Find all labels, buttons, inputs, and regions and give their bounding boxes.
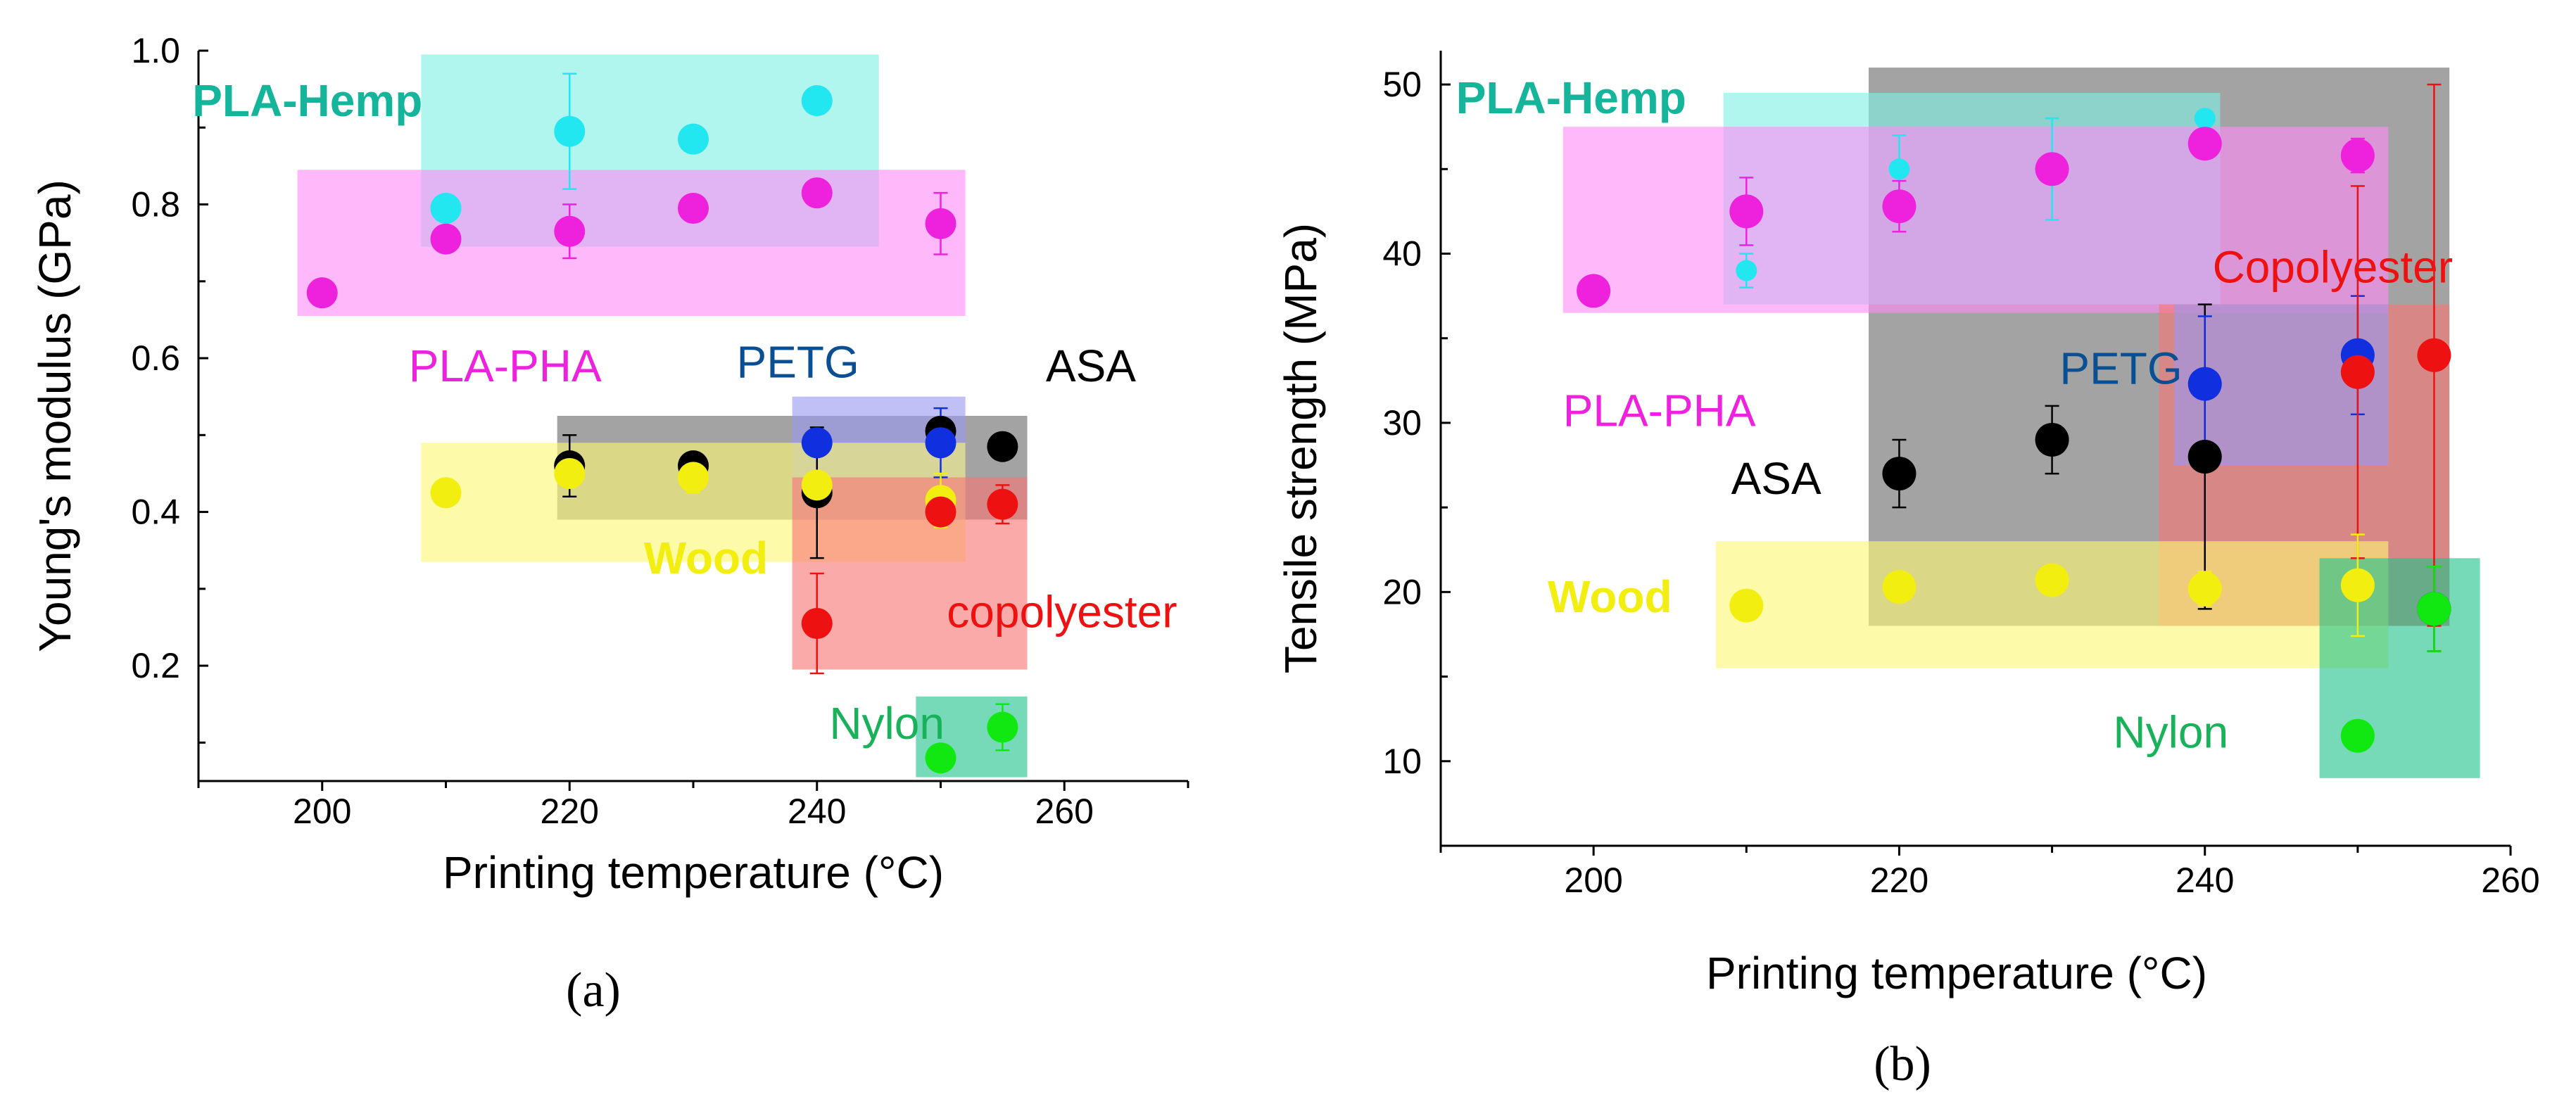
panel-a-y-ticks: 0.2 0.4 0.6 0.8 1.0 <box>131 31 208 744</box>
panel-a-x-tick-label: 200 <box>293 792 351 831</box>
panel-a-label-pla-pha: PLA-PHA <box>409 341 602 391</box>
panel-b-y-tick-label: 40 <box>1382 234 1422 274</box>
panel-a-point-wood-1 <box>554 457 586 489</box>
panel-b-x-axis-label: Printing temperature (°C) <box>1706 948 2207 998</box>
panel-b-point-copolyester-0 <box>2340 355 2375 389</box>
panel-b-point-petg-0 <box>2187 367 2222 401</box>
panel-a-label-copolyester: copolyester <box>947 586 1177 637</box>
panel-a-point-petg-1 <box>925 427 956 459</box>
panel-b-point-wood-4 <box>2340 568 2375 602</box>
panel-b-points <box>1577 108 2451 753</box>
panel-b-point-wood-1 <box>1882 570 1917 604</box>
panel-b-label-nylon: Nylon <box>2113 707 2228 758</box>
panel-a-label-wood: Wood <box>644 533 769 583</box>
panel-a-y-tick-label: 0.8 <box>131 185 180 224</box>
panel-b-regions <box>1562 68 2480 778</box>
panel-b-point-asa-1 <box>2035 422 2069 457</box>
panel-a-point-nylon-1 <box>987 711 1018 743</box>
panel-b-point-wood-2 <box>2035 563 2069 597</box>
panel-b-point-pla-hemp-0 <box>1736 260 1757 281</box>
panel-a-x-axis-label: Printing temperature (°C) <box>443 847 944 898</box>
panel-a-x-tick-label: 260 <box>1035 792 1094 831</box>
panel-b-point-asa-2 <box>2187 440 2222 474</box>
panel-b-point-wood-0 <box>1729 588 1764 623</box>
panel-a-point-pla-hemp-2 <box>678 123 709 155</box>
panel-b-label-petg: PETG <box>2059 343 2182 394</box>
panel-a-point-pla-pha-1 <box>430 223 462 255</box>
panel-a-point-pla-pha-0 <box>306 277 338 309</box>
panel-a-point-pla-pha-5 <box>925 208 956 239</box>
panel-a-regions <box>297 54 1028 778</box>
panel-a-point-copolyester-2 <box>987 488 1018 520</box>
panel-b-label-copolyester: Copolyester <box>2213 241 2454 292</box>
panel-b-x-ticks: 200 220 240 260 <box>1439 846 2540 900</box>
panel-a-point-wood-0 <box>430 477 462 509</box>
panel-a-label-pla-hemp: PLA-Hemp <box>192 75 422 126</box>
panel-a-label-nylon: Nylon <box>829 698 945 749</box>
panel-a-point-asa-4 <box>987 431 1018 462</box>
panel-b-x-tick-label: 200 <box>1564 861 1622 900</box>
panel-b-point-pla-hemp-1 <box>1888 158 1910 180</box>
panel-b-region-pla-pha <box>1562 127 2389 313</box>
panel-a-y-tick-label: 0.4 <box>131 493 180 532</box>
panel-a-x-tick-label: 240 <box>788 792 846 831</box>
chart-panel-a: 200 220 240 260 0.20.40.60.81.0 PLA-HempPLA… <box>30 31 1189 1017</box>
panel-a-point-pla-hemp-0 <box>430 192 462 224</box>
panel-a-y-tick-label: 0.2 <box>131 646 180 685</box>
panel-a-label-asa: ASA <box>1046 341 1136 391</box>
panel-b-y-tick-label: 10 <box>1382 742 1422 781</box>
panel-b-y-tick-label: 30 <box>1382 403 1422 443</box>
panel-a-point-pla-hemp-1 <box>554 115 586 147</box>
panel-b-region-wood <box>1715 541 2389 668</box>
panel-b-point-wood-3 <box>2187 571 2222 606</box>
panel-b-point-asa-0 <box>1882 457 1917 491</box>
panel-a-point-wood-2 <box>678 462 709 493</box>
panel-b-point-pla-pha-1 <box>1729 194 1764 229</box>
panel-a-label: (a) <box>566 963 621 1017</box>
panel-a-point-petg-0 <box>801 427 833 459</box>
panel-b-point-pla-pha-5 <box>2340 139 2375 173</box>
panel-b-x-tick-label: 260 <box>2481 861 2539 900</box>
panel-b-x-tick-label: 220 <box>1870 861 1928 900</box>
panel-a-point-pla-pha-4 <box>801 177 833 209</box>
panel-b-point-pla-pha-3 <box>2035 152 2069 186</box>
panel-b-label-pla-hemp: PLA-Hemp <box>1456 72 1686 123</box>
panel-a-y-tick-label: 0.6 <box>131 338 180 378</box>
panel-b-y-tick-label: 50 <box>1382 65 1422 104</box>
panel-a-point-pla-hemp-3 <box>801 85 833 117</box>
panel-a-points <box>306 85 1018 774</box>
panel-b-point-copolyester-1 <box>2417 338 2451 372</box>
panel-b-point-pla-pha-0 <box>1577 274 1611 308</box>
panel-a-point-pla-pha-2 <box>554 215 586 247</box>
panel-a-point-copolyester-0 <box>801 608 833 640</box>
panel-b-label-asa: ASA <box>1731 453 1821 504</box>
panel-a-y-tick-label: 1.0 <box>131 31 180 70</box>
panel-a-point-wood-3 <box>801 469 833 501</box>
panel-b-point-pla-pha-2 <box>1882 189 1917 224</box>
panel-b-label-wood: Wood <box>1548 571 1672 622</box>
panel-a-group-labels: PLA-Hemp PLA-PHA PETG ASA Wood copolyester Nyl… <box>192 75 1177 749</box>
chart-panel-b: 200 220 240 260 10 20 30 40 50 PLA-Hemp Copolyes… <box>1275 51 2540 1091</box>
panel-b-point-nylon-1 <box>2417 592 2451 626</box>
panel-b-y-tick-label: 20 <box>1382 572 1422 611</box>
panel-a-point-copolyester-1 <box>925 496 956 528</box>
panel-b-point-pla-hemp-3 <box>2194 108 2216 129</box>
panel-a-region-pla-pha <box>297 170 966 316</box>
panel-b-x-tick-label: 240 <box>2176 861 2234 900</box>
panel-a-point-pla-pha-3 <box>678 192 709 224</box>
panel-b-point-pla-pha-4 <box>2187 127 2222 161</box>
panel-b-label-pla-pha: PLA-PHA <box>1563 386 1756 436</box>
panel-b-point-nylon-0 <box>2340 718 2375 753</box>
panel-a-y-axis-label: Young's modulus (GPa) <box>30 179 80 652</box>
panel-a-label-petg: PETG <box>737 336 859 387</box>
panel-b-group-labels: PLA-Hemp Copolyester PETG PLA-PHA ASA Wood Nyl… <box>1456 72 2453 758</box>
panel-b-y-axis-label: Tensile strength (MPa) <box>1275 223 1326 673</box>
panel-b-y-ticks: 10 20 30 40 50 <box>1382 65 1451 847</box>
panel-b-label: (b) <box>1874 1037 1931 1091</box>
panel-a-x-ticks: 200 220 240 260 <box>197 781 1189 831</box>
panel-a-point-nylon-0 <box>925 742 956 774</box>
panel-a-x-tick-label: 220 <box>541 792 599 831</box>
